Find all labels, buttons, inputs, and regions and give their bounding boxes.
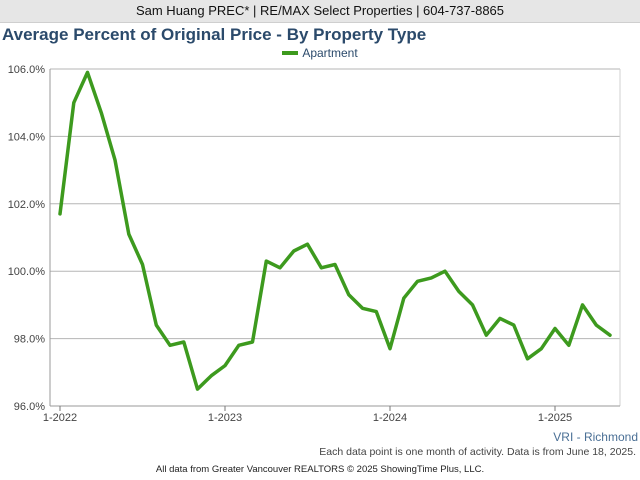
series-line-apartment xyxy=(58,70,612,391)
data-point xyxy=(539,347,543,351)
data-point xyxy=(168,343,172,347)
data-point xyxy=(306,242,310,246)
data-point xyxy=(292,249,296,253)
y-tick-label: 96.0% xyxy=(14,401,45,413)
data-point xyxy=(86,70,90,74)
data-point xyxy=(471,303,475,307)
data-point xyxy=(402,296,406,300)
data-point xyxy=(457,289,461,293)
legend-label: Apartment xyxy=(302,46,358,60)
chart-title: Average Percent of Original Price - By P… xyxy=(2,25,427,44)
grid-lines xyxy=(49,68,621,407)
data-point xyxy=(608,333,612,337)
x-axis-ticks: 1-2022 1-2023 1-2024 1-2025 xyxy=(43,406,572,424)
data-point xyxy=(264,259,268,263)
legend-swatch xyxy=(282,50,299,55)
x-tick-label: 1-2023 xyxy=(208,412,242,424)
data-point xyxy=(182,340,186,344)
data-point xyxy=(416,279,420,283)
legend: Apartment xyxy=(0,46,640,60)
data-point xyxy=(113,158,117,162)
data-point xyxy=(594,323,598,327)
data-point xyxy=(333,262,337,266)
data-point xyxy=(99,111,103,115)
data-point xyxy=(361,306,365,310)
data-point xyxy=(388,347,392,351)
region-label: VRI - Richmond xyxy=(553,430,638,444)
data-point xyxy=(374,310,378,314)
data-point xyxy=(429,276,433,280)
data-point xyxy=(209,374,213,378)
data-point xyxy=(251,340,255,344)
data-point xyxy=(567,343,571,347)
series-layer xyxy=(58,70,612,391)
data-note: Each data point is one month of activity… xyxy=(319,446,636,458)
y-axis-ticks: 96.0% 98.0% 100.0% 102.0% 104.0% 106.0% xyxy=(8,64,46,413)
x-tick-label: 1-2024 xyxy=(373,412,407,424)
agent-header: Sam Huang PREC* | RE/MAX Select Properti… xyxy=(0,0,640,23)
data-point xyxy=(484,333,488,337)
data-point xyxy=(223,364,227,368)
data-point xyxy=(347,293,351,297)
data-point xyxy=(141,262,145,266)
data-point xyxy=(237,343,241,347)
data-point xyxy=(58,212,62,216)
data-point xyxy=(443,269,447,273)
data-point xyxy=(581,303,585,307)
data-point xyxy=(526,357,530,361)
data-point xyxy=(512,323,516,327)
footer-credit: All data from Greater Vancouver REALTORS… xyxy=(155,464,485,475)
data-point xyxy=(196,387,200,391)
data-point xyxy=(154,323,158,327)
data-point xyxy=(127,232,131,236)
y-tick-label: 100.0% xyxy=(8,266,46,278)
data-point xyxy=(72,101,76,105)
data-point xyxy=(498,316,502,320)
y-tick-label: 104.0% xyxy=(8,131,46,143)
data-point xyxy=(553,326,557,330)
y-tick-label: 102.0% xyxy=(8,199,46,211)
data-point xyxy=(278,266,282,270)
x-tick-label: 1-2025 xyxy=(538,412,572,424)
y-tick-label: 106.0% xyxy=(8,64,46,76)
y-tick-label: 98.0% xyxy=(14,334,45,346)
x-tick-label: 1-2022 xyxy=(43,412,77,424)
data-point xyxy=(319,266,323,270)
